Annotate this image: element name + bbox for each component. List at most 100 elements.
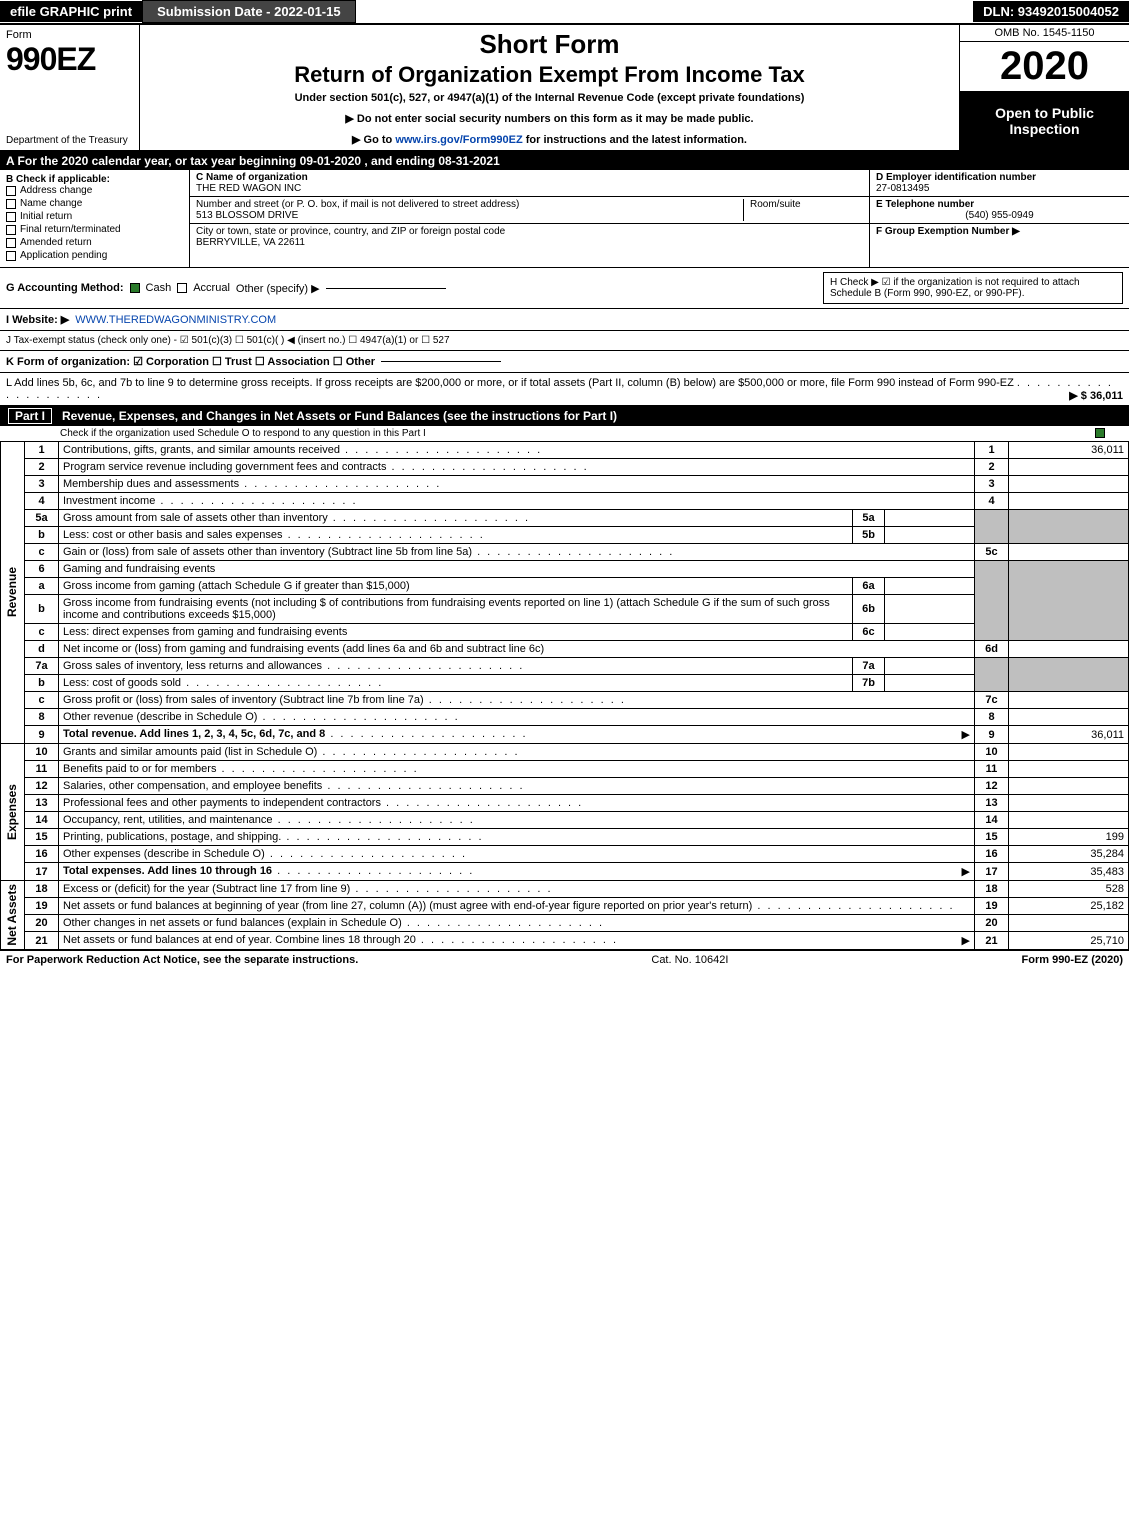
line-num: c <box>25 692 59 709</box>
efile-label[interactable]: efile GRAPHIC print <box>0 1 142 22</box>
line-value <box>1009 692 1129 709</box>
line-rnum: 13 <box>975 795 1009 812</box>
note-goto: ▶ Go to www.irs.gov/Form990EZ for instru… <box>146 133 953 146</box>
footer-right: Form 990-EZ (2020) <box>1022 954 1123 966</box>
org-name: THE RED WAGON INC <box>196 183 863 194</box>
sub-val <box>885 675 975 692</box>
section-h: H Check ▶ ☑ if the organization is not r… <box>823 272 1123 304</box>
line-rnum: 10 <box>975 744 1009 761</box>
header-center: Short Form Return of Organization Exempt… <box>140 25 959 150</box>
accounting-label: G Accounting Method: <box>6 282 124 294</box>
line-desc: Total expenses. Add lines 10 through 16 <box>63 865 272 877</box>
line-num: 5a <box>25 510 59 527</box>
line-num: 20 <box>25 915 59 932</box>
line-num: 16 <box>25 846 59 863</box>
line-num: 11 <box>25 761 59 778</box>
room-label: Room/suite <box>750 199 863 210</box>
check-label: Final return/terminated <box>20 224 121 235</box>
line-desc: Less: cost of goods sold <box>63 677 181 689</box>
dots-icon <box>272 865 474 877</box>
line-num: d <box>25 641 59 658</box>
line-rnum: 19 <box>975 898 1009 915</box>
dots-icon <box>350 883 552 895</box>
line-rnum: 8 <box>975 709 1009 726</box>
irs-link[interactable]: www.irs.gov/Form990EZ <box>395 134 522 146</box>
line-desc: Salaries, other compensation, and employ… <box>63 780 322 792</box>
line-desc: Gaming and fundraising events <box>63 563 215 575</box>
line-desc: Less: direct expenses from gaming and fu… <box>63 626 347 638</box>
note-ssn: ▶ Do not enter social security numbers o… <box>146 112 953 125</box>
dots-icon <box>416 934 618 946</box>
header-right: OMB No. 1545-1150 2020 Open to Public In… <box>959 25 1129 150</box>
line-rnum: 20 <box>975 915 1009 932</box>
public-inspection: Open to Public Inspection <box>960 92 1129 150</box>
dots-icon <box>472 546 674 558</box>
org-name-label: C Name of organization <box>196 172 863 183</box>
check-label: Application pending <box>20 250 107 261</box>
checkbox-icon <box>6 212 16 222</box>
line-desc: Gross amount from sale of assets other t… <box>63 512 328 524</box>
line-num: a <box>25 578 59 595</box>
line-num: 15 <box>25 829 59 846</box>
sub-num: 5a <box>853 510 885 527</box>
line-rnum: 2 <box>975 459 1009 476</box>
check-amended-return[interactable]: Amended return <box>6 237 183 248</box>
line-desc: Less: cost or other basis and sales expe… <box>63 529 283 541</box>
line-num: 10 <box>25 744 59 761</box>
checkbox-cash-icon <box>130 283 140 293</box>
line-num: 6 <box>25 561 59 578</box>
arrow-icon: ▶ <box>962 865 970 878</box>
line-desc: Excess or (deficit) for the year (Subtra… <box>63 883 350 895</box>
sub-num: 6c <box>853 624 885 641</box>
website-link[interactable]: WWW.THEREDWAGONMINISTRY.COM <box>75 314 276 326</box>
street-value: 513 BLOSSOM DRIVE <box>196 210 743 221</box>
arrow-icon: ▶ <box>962 934 970 947</box>
line-num: 14 <box>25 812 59 829</box>
check-name-change[interactable]: Name change <box>6 198 183 209</box>
line-desc: Gross income from gaming (attach Schedul… <box>63 580 410 592</box>
shaded-cell <box>975 658 1009 692</box>
section-k: K Form of organization: ☑ Corporation ☐ … <box>0 351 1129 373</box>
line-rnum: 11 <box>975 761 1009 778</box>
check-initial-return[interactable]: Initial return <box>6 211 183 222</box>
sub-val <box>885 624 975 641</box>
form-footer: For Paperwork Reduction Act Notice, see … <box>0 950 1129 969</box>
line-num: 12 <box>25 778 59 795</box>
dots-icon <box>317 746 519 758</box>
line-rnum: 1 <box>975 442 1009 459</box>
arrow-icon: ▶ <box>962 728 970 741</box>
check-final-return[interactable]: Final return/terminated <box>6 224 183 235</box>
section-l-text: L Add lines 5b, 6c, and 7b to line 9 to … <box>6 377 1014 389</box>
line-value: 36,011 <box>1009 726 1129 744</box>
dots-icon <box>752 900 954 912</box>
shaded-cell <box>1009 510 1129 544</box>
other-specify-line <box>326 288 446 289</box>
line-rnum: 7c <box>975 692 1009 709</box>
line-desc: Gross sales of inventory, less returns a… <box>63 660 322 672</box>
shaded-cell <box>1009 658 1129 692</box>
checkbox-icon <box>6 238 16 248</box>
line-desc: Program service revenue including govern… <box>63 461 386 473</box>
note-goto-suffix: for instructions and the latest informat… <box>523 134 747 146</box>
check-application-pending[interactable]: Application pending <box>6 250 183 261</box>
check-address-change[interactable]: Address change <box>6 185 183 196</box>
sub-num: 5b <box>853 527 885 544</box>
line-desc: Net assets or fund balances at beginning… <box>63 900 752 912</box>
phone-label: E Telephone number <box>876 199 1123 210</box>
dots-icon <box>283 529 485 541</box>
ein-value: 27-0813495 <box>876 183 1123 194</box>
dept-label: Department of the Treasury <box>6 135 133 146</box>
dots-icon <box>239 478 441 490</box>
street-label: Number and street (or P. O. box, if mail… <box>196 199 743 210</box>
line-rnum: 21 <box>975 932 1009 950</box>
sub-num: 6a <box>853 578 885 595</box>
line-desc: Other changes in net assets or fund bala… <box>63 917 402 929</box>
sub-val <box>885 578 975 595</box>
short-form-title: Short Form <box>146 29 953 60</box>
cash-label: Cash <box>146 282 172 294</box>
section-b: B Check if applicable: Address change Na… <box>0 170 190 267</box>
checkbox-icon <box>6 186 16 196</box>
form-org-label: K Form of organization: ☑ Corporation ☐ … <box>6 355 375 368</box>
section-def: D Employer identification number 27-0813… <box>869 170 1129 267</box>
section-l: L Add lines 5b, 6c, and 7b to line 9 to … <box>0 373 1129 406</box>
